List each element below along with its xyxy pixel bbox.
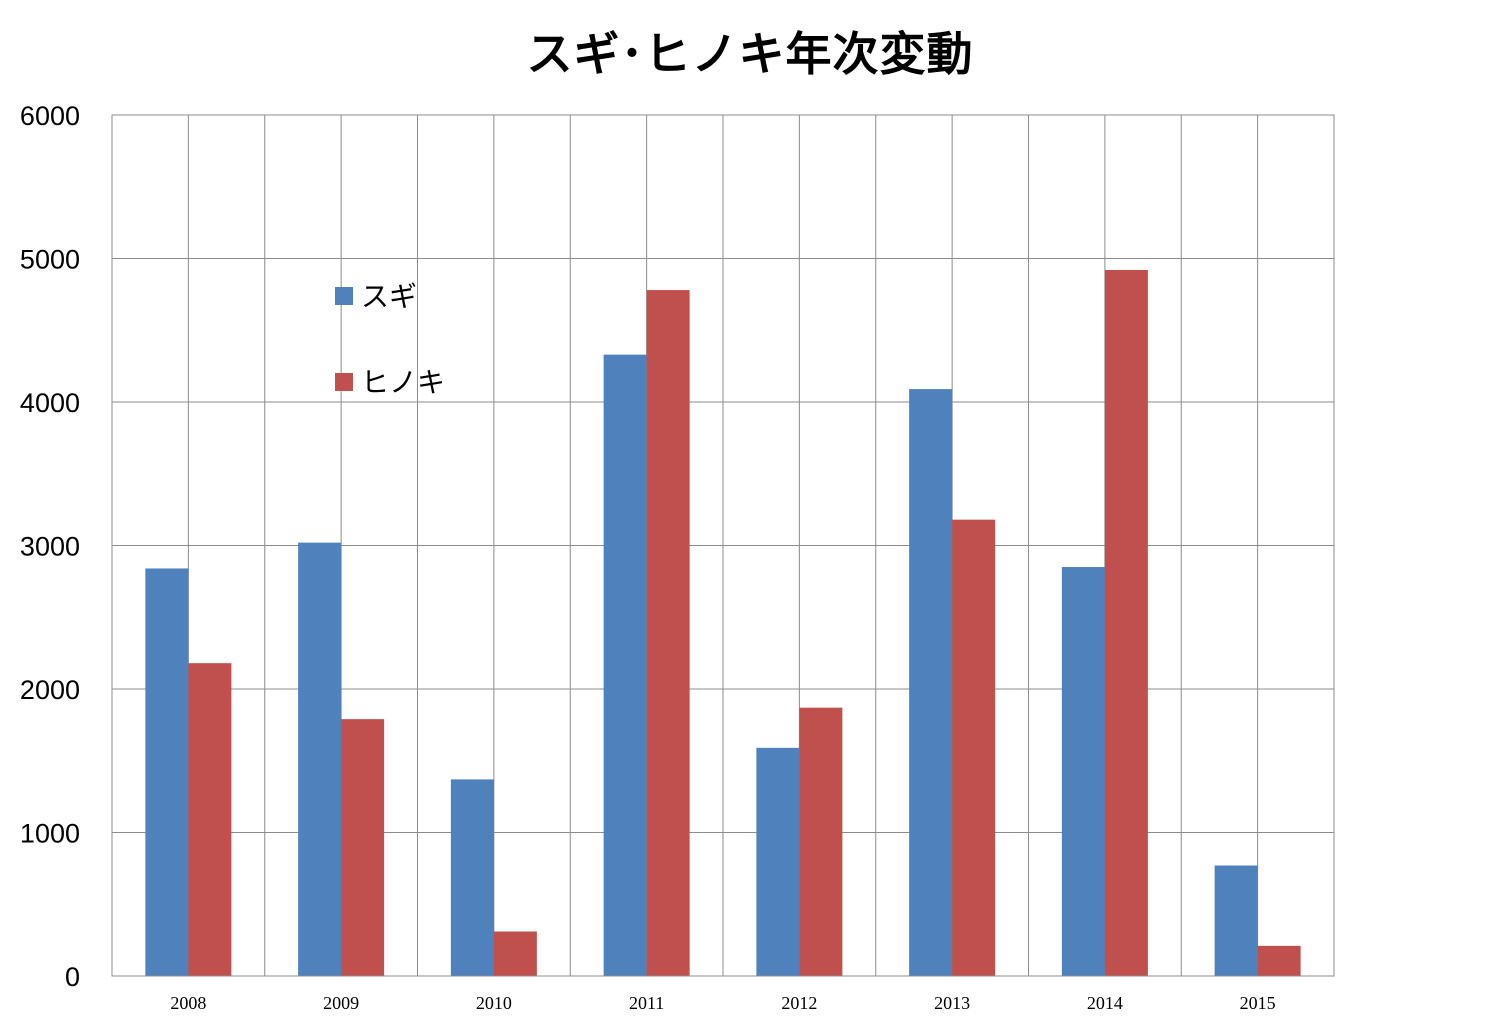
x-tick-label: 2015	[1240, 993, 1276, 1013]
bar-hinoki-2010	[493, 931, 537, 976]
bar-sugi-2011	[603, 354, 647, 976]
bar-hinoki-2014	[1104, 269, 1148, 977]
plot-frame	[111, 114, 1335, 977]
y-tick-label: 5000	[20, 245, 80, 275]
x-tick-label: 2012	[781, 993, 817, 1013]
bar-sugi-2010	[450, 779, 494, 976]
bar-hinoki-2015	[1257, 945, 1301, 976]
bar-hinoki-2012	[799, 707, 843, 976]
y-tick-label: 4000	[20, 388, 80, 418]
y-tick-label: 3000	[20, 532, 80, 562]
y-tick-label: 0	[65, 962, 80, 992]
grid-lines	[111, 114, 1335, 977]
plot-border	[111, 114, 1335, 977]
x-tick-label: 2010	[476, 993, 512, 1013]
legend-swatch-sugi	[335, 287, 353, 305]
bar-sugi-2009	[298, 542, 342, 976]
bar-hinoki-2011	[646, 290, 690, 976]
x-axis-ticks: 2008 2009 2010 2011 2012 2013 2014 2015	[170, 993, 1275, 1013]
chart-title: スギ･ヒノキ年次変動	[526, 27, 974, 81]
legend-label-sugi: スギ	[361, 280, 417, 313]
bars	[145, 269, 1301, 977]
bar-sugi-2013	[909, 389, 953, 977]
y-tick-label: 6000	[20, 101, 80, 131]
bar-hinoki-2009	[341, 719, 385, 976]
x-tick-label: 2011	[629, 993, 664, 1013]
x-tick-label: 2014	[1087, 993, 1123, 1013]
x-tick-label: 2009	[323, 993, 359, 1013]
bar-sugi-2014	[1061, 567, 1105, 976]
x-tick-label: 2013	[934, 993, 970, 1013]
bar-sugi-2015	[1214, 865, 1258, 976]
y-axis-ticks: 0 1000 2000 3000 4000 5000 6000	[20, 101, 80, 992]
bar-sugi-2008	[145, 568, 189, 976]
x-tick-label: 2008	[170, 993, 206, 1013]
bar-hinoki-2008	[188, 663, 232, 976]
bar-sugi-2012	[756, 747, 800, 976]
legend-swatch-hinoki	[335, 373, 353, 391]
legend-label-hinoki: ヒノキ	[361, 366, 445, 399]
y-tick-label: 2000	[20, 675, 80, 705]
y-tick-label: 1000	[20, 819, 80, 849]
bar-hinoki-2013	[952, 519, 996, 976]
